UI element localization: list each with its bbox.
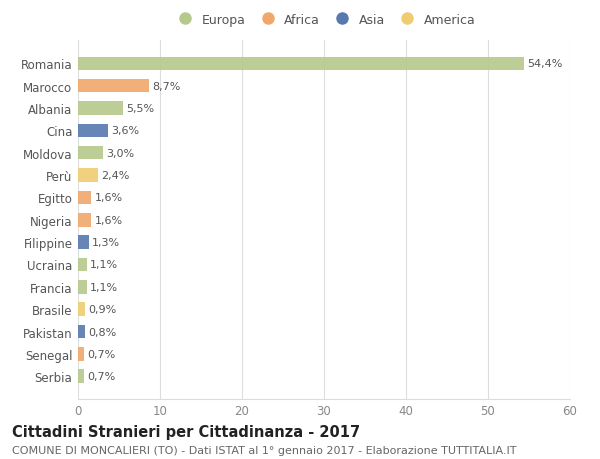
Text: 5,5%: 5,5%: [127, 104, 155, 114]
Bar: [78, 80, 149, 93]
Text: 1,1%: 1,1%: [90, 260, 118, 270]
Bar: [78, 213, 91, 227]
Bar: [78, 191, 91, 205]
Text: 1,3%: 1,3%: [92, 238, 120, 247]
Text: 3,0%: 3,0%: [106, 148, 134, 158]
Bar: [78, 169, 98, 182]
Text: 2,4%: 2,4%: [101, 171, 130, 181]
Text: 1,1%: 1,1%: [90, 282, 118, 292]
Bar: [78, 369, 84, 383]
Bar: [78, 124, 107, 138]
Bar: [78, 325, 85, 338]
Text: 8,7%: 8,7%: [152, 82, 181, 91]
Text: 0,8%: 0,8%: [88, 327, 116, 337]
Text: 0,7%: 0,7%: [87, 349, 115, 359]
Bar: [78, 280, 87, 294]
Text: 0,7%: 0,7%: [87, 371, 115, 381]
Text: 3,6%: 3,6%: [111, 126, 139, 136]
Bar: [78, 347, 84, 361]
Bar: [78, 303, 85, 316]
Text: 54,4%: 54,4%: [527, 59, 563, 69]
Bar: [78, 236, 89, 249]
Bar: [78, 258, 87, 272]
Text: 0,9%: 0,9%: [89, 304, 117, 314]
Bar: [78, 147, 103, 160]
Text: Cittadini Stranieri per Cittadinanza - 2017: Cittadini Stranieri per Cittadinanza - 2…: [12, 425, 360, 440]
Bar: [78, 102, 123, 116]
Text: 1,6%: 1,6%: [94, 215, 122, 225]
Text: COMUNE DI MONCALIERI (TO) - Dati ISTAT al 1° gennaio 2017 - Elaborazione TUTTITA: COMUNE DI MONCALIERI (TO) - Dati ISTAT a…: [12, 445, 517, 455]
Legend: Europa, Africa, Asia, America: Europa, Africa, Asia, America: [167, 9, 481, 32]
Bar: [78, 57, 524, 71]
Text: 1,6%: 1,6%: [94, 193, 122, 203]
